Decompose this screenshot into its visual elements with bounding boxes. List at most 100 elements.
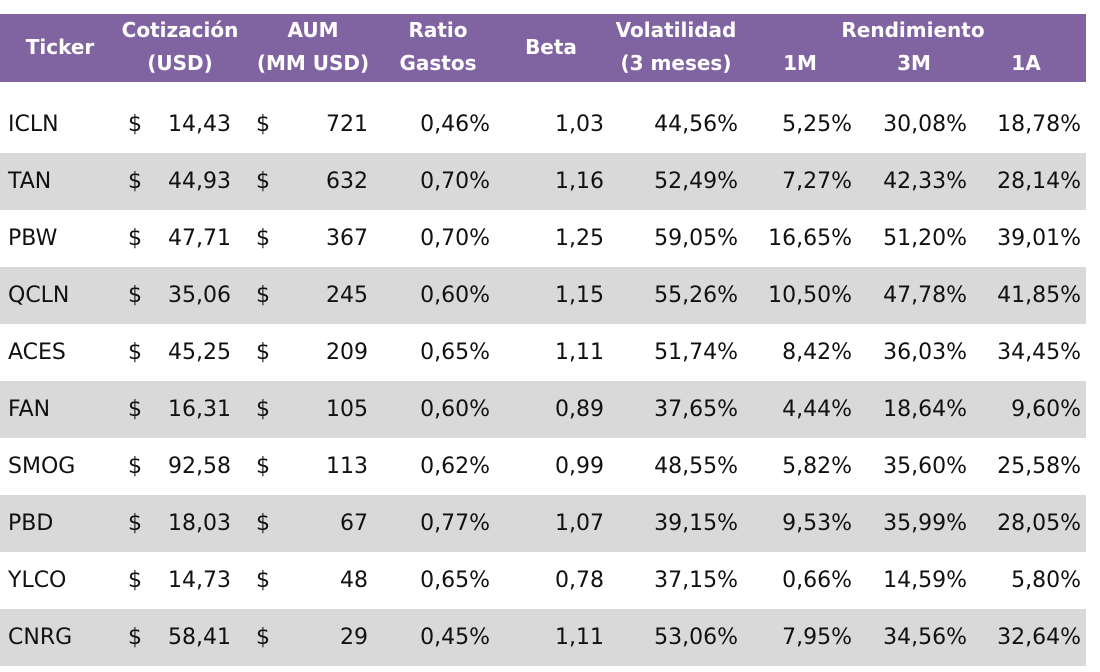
aum-cell: 67 — [340, 511, 368, 536]
return-1m-cell: 7,27% — [782, 169, 852, 194]
expense-ratio-cell: 0,60% — [420, 283, 490, 308]
beta-cell: 0,78 — [555, 568, 604, 593]
return-3m-cell: 30,08% — [883, 112, 967, 137]
return-1m-cell: 4,44% — [782, 397, 852, 422]
volatility-cell: 52,49% — [654, 169, 738, 194]
price-currency-symbol: $ — [128, 625, 142, 650]
return-3m-cell: 34,56% — [883, 625, 967, 650]
aum-currency-symbol: $ — [256, 169, 270, 194]
return-1a-cell: 28,14% — [997, 169, 1081, 194]
expense-ratio-cell: 0,60% — [420, 397, 490, 422]
beta-cell: 1,25 — [555, 226, 604, 251]
expense-ratio-cell: 0,45% — [420, 625, 490, 650]
table-row: CNRG $58,41 $29 0,45% 1,11 53,06% 7,95% 34,56% 3… — [0, 609, 1086, 666]
aum-cell: 245 — [326, 283, 368, 308]
aum-currency-symbol: $ — [256, 112, 270, 137]
price-cell: 16,31 — [168, 397, 231, 422]
price-currency-symbol: $ — [128, 511, 142, 536]
header-volatilidad-line2: (3 meses) — [620, 51, 732, 75]
price-cell: 35,06 — [168, 283, 231, 308]
return-3m-cell: 14,59% — [883, 568, 967, 593]
aum-currency-symbol: $ — [256, 454, 270, 479]
beta-cell: 1,15 — [555, 283, 604, 308]
volatility-cell: 37,15% — [654, 568, 738, 593]
return-1a-cell: 25,58% — [997, 454, 1081, 479]
return-1a-cell: 41,85% — [997, 283, 1081, 308]
return-3m-cell: 35,60% — [883, 454, 967, 479]
return-3m-cell: 36,03% — [883, 340, 967, 365]
aum-currency-symbol: $ — [256, 511, 270, 536]
table-row: YLCO $14,73 $48 0,65% 0,78 37,15% 0,66% 14,59% 5… — [0, 552, 1086, 609]
table-header: Ticker Cotización (USD) AUM (MM USD) Rat… — [0, 14, 1086, 82]
volatility-cell: 59,05% — [654, 226, 738, 251]
expense-ratio-cell: 0,62% — [420, 454, 490, 479]
price-cell: 92,58 — [168, 454, 231, 479]
price-currency-symbol: $ — [128, 112, 142, 137]
volatility-cell: 39,15% — [654, 511, 738, 536]
header-3m: 3M — [897, 51, 931, 75]
return-1a-cell: 32,64% — [997, 625, 1081, 650]
return-1m-cell: 5,82% — [782, 454, 852, 479]
header-rendimiento: Rendimiento — [841, 18, 985, 42]
ticker-cell: QCLN — [8, 283, 70, 308]
price-cell: 18,03 — [168, 511, 231, 536]
price-currency-symbol: $ — [128, 568, 142, 593]
return-1a-cell: 28,05% — [997, 511, 1081, 536]
header-1a: 1A — [1011, 51, 1041, 75]
table-row: QCLN $35,06 $245 0,60% 1,15 55,26% 10,50% 47,78… — [0, 267, 1086, 324]
beta-cell: 1,03 — [555, 112, 604, 137]
return-3m-cell: 42,33% — [883, 169, 967, 194]
header-cotizacion-line1: Cotización — [121, 18, 239, 42]
return-1a-cell: 39,01% — [997, 226, 1081, 251]
aum-cell: 209 — [326, 340, 368, 365]
table-row: ACES $45,25 $209 0,65% 1,11 51,74% 8,42% 36,03%… — [0, 324, 1086, 381]
header-ratio-line2: Gastos — [399, 51, 477, 75]
aum-cell: 105 — [326, 397, 368, 422]
aum-cell: 721 — [326, 112, 368, 137]
price-cell: 44,93 — [168, 169, 231, 194]
price-currency-symbol: $ — [128, 454, 142, 479]
beta-cell: 0,99 — [555, 454, 604, 479]
aum-currency-symbol: $ — [256, 625, 270, 650]
return-3m-cell: 35,99% — [883, 511, 967, 536]
etf-table: Ticker Cotización (USD) AUM (MM USD) Rat… — [0, 14, 1086, 666]
table-row: TAN $44,93 $632 0,70% 1,16 52,49% 7,27% 42,33% 2… — [0, 153, 1086, 210]
return-1m-cell: 16,65% — [768, 226, 852, 251]
expense-ratio-cell: 0,70% — [420, 169, 490, 194]
ticker-cell: PBD — [8, 511, 54, 536]
expense-ratio-cell: 0,46% — [420, 112, 490, 137]
ticker-cell: YLCO — [8, 568, 67, 593]
aum-cell: 632 — [326, 169, 368, 194]
header-ratio-line1: Ratio — [408, 18, 468, 42]
price-cell: 14,43 — [168, 112, 231, 137]
ticker-cell: FAN — [8, 397, 51, 422]
return-1m-cell: 0,66% — [782, 568, 852, 593]
table-row: PBW $47,71 $367 0,70% 1,25 59,05% 16,65% 51,20%… — [0, 210, 1086, 267]
price-cell: 58,41 — [168, 625, 231, 650]
table-row: FAN $16,31 $105 0,60% 0,89 37,65% 4,44% 18,64% 9… — [0, 381, 1086, 438]
return-3m-cell: 47,78% — [883, 283, 967, 308]
expense-ratio-cell: 0,65% — [420, 340, 490, 365]
ticker-cell: PBW — [8, 226, 58, 251]
price-cell: 14,73 — [168, 568, 231, 593]
price-currency-symbol: $ — [128, 169, 142, 194]
price-currency-symbol: $ — [128, 283, 142, 308]
volatility-cell: 51,74% — [654, 340, 738, 365]
header-volatilidad-line1: Volatilidad — [615, 18, 737, 42]
table-row: ICLN $14,43 $721 0,46% 1,03 44,56% 5,25% 30,08%… — [0, 96, 1086, 153]
return-1a-cell: 5,80% — [1011, 568, 1081, 593]
beta-cell: 0,89 — [555, 397, 604, 422]
beta-cell: 1,11 — [555, 340, 604, 365]
return-1m-cell: 8,42% — [782, 340, 852, 365]
aum-cell: 48 — [340, 568, 368, 593]
aum-currency-symbol: $ — [256, 397, 270, 422]
expense-ratio-cell: 0,77% — [420, 511, 490, 536]
aum-currency-symbol: $ — [256, 226, 270, 251]
header-aum-line2: (MM USD) — [256, 51, 370, 75]
return-1a-cell: 9,60% — [1011, 397, 1081, 422]
ticker-cell: SMOG — [8, 454, 76, 479]
header-1m: 1M — [783, 51, 817, 75]
header-beta: Beta — [525, 35, 577, 59]
return-1m-cell: 9,53% — [782, 511, 852, 536]
price-cell: 47,71 — [168, 226, 231, 251]
